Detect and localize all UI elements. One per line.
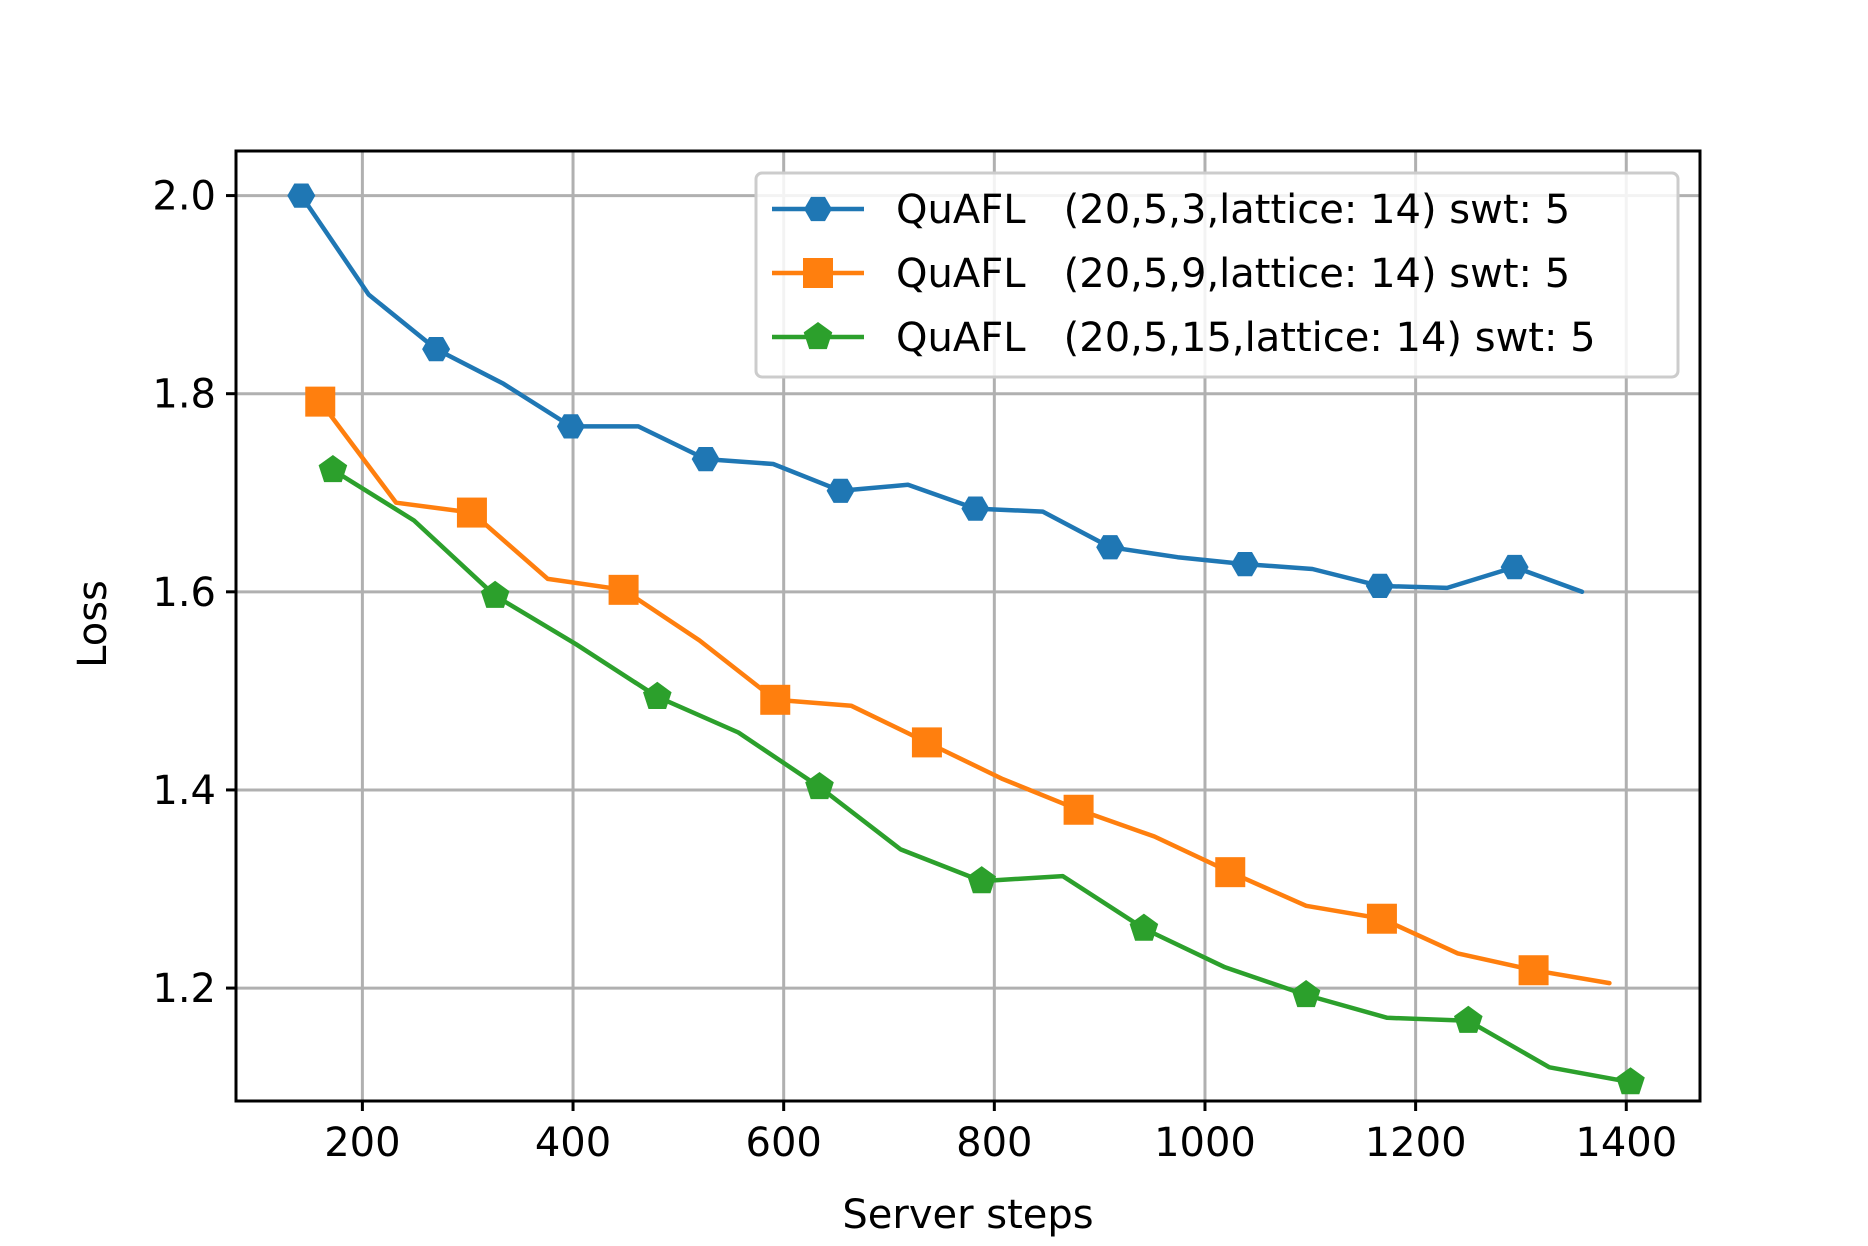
x-tick-label: 1400 [1575,1120,1677,1166]
series-1-point [691,447,720,472]
y-tick-label: 1.4 [152,768,216,814]
series-1-point [287,183,316,208]
series-3-point [318,455,348,483]
series-2-point [1063,794,1094,825]
legend-marker [803,322,833,350]
series-2-point [911,727,942,758]
y-tick-label: 1.2 [152,966,216,1012]
series-1-point [1231,552,1259,577]
series-2-point [1215,857,1246,888]
series-3-point [643,681,672,709]
x-tick-label: 400 [535,1120,611,1166]
series-2-point [305,386,336,417]
legend-label: QuAFL (20,5,3,lattice: 14) swt: 5 [896,187,1570,233]
x-tick-label: 800 [956,1120,1032,1166]
series-3-point [1291,980,1321,1008]
series-2-point [1366,903,1397,934]
x-tick-label: 600 [746,1120,822,1166]
series-3 [318,455,1645,1095]
series-layer [287,183,1645,1095]
series-3-point [480,580,510,608]
x-tick-label: 1200 [1365,1120,1467,1166]
x-axis-label: Server steps [842,1192,1093,1238]
legend: QuAFL (20,5,3,lattice: 14) swt: 5 QuAFL (… [754,171,1680,379]
series-3-point [967,866,996,894]
legend-label: QuAFL (20,5,15,lattice: 14) swt: 5 [896,315,1596,361]
series-1-point [1500,554,1529,580]
series-1 [287,183,1585,598]
axes-frame [234,149,1702,1103]
y-tick-label: 2.0 [152,174,216,220]
series-1-point [1365,573,1394,598]
legend-box [754,171,1680,379]
series-1-point [422,337,451,362]
series-3-point [1616,1067,1645,1095]
series-1-point [826,478,855,503]
series-1-point [961,496,990,521]
series-3-point [1454,1005,1483,1033]
series-2-point [1518,955,1549,986]
series-2 [305,386,1612,986]
legend-entry: QuAFL (20,5,9,lattice: 14) swt: 5 [772,251,1570,297]
legend-marker [803,258,833,288]
y-axis-label: Loss [70,580,116,668]
series-3-point [805,772,834,800]
series-2-point [608,574,639,605]
legend-entry: QuAFL (20,5,15,lattice: 14) swt: 5 [772,315,1596,361]
series-2-point [760,684,791,715]
legend-label: QuAFL (20,5,9,lattice: 14) swt: 5 [896,251,1570,297]
tick-layer: 200 400 600 800 1000 1200 1400 1.2 1.4 1.6 1.8 2.0 [152,174,1677,1166]
y-tick-label: 1.8 [152,372,216,418]
y-tick-label: 1.6 [152,570,216,616]
series-1-point [1096,535,1125,560]
series-1-point [556,414,585,439]
legend-entry: QuAFL (20,5,3,lattice: 14) swt: 5 [772,187,1570,233]
x-tick-label: 1000 [1154,1120,1256,1166]
series-2-point [456,497,487,528]
x-tick-label: 200 [324,1120,400,1166]
legend-marker [804,196,832,222]
series-3-point [1129,913,1159,941]
